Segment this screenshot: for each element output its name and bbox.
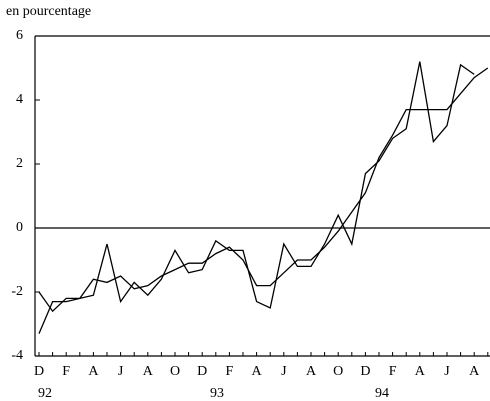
x-tick-label: A <box>252 364 263 379</box>
series-line <box>38 61 475 313</box>
x-tick-label: A <box>88 364 99 379</box>
x-tick-label: J <box>444 364 450 379</box>
y-tick-label: 4 <box>16 92 23 107</box>
x-tick-label: O <box>333 364 343 379</box>
x-tick-label: A <box>306 364 317 379</box>
x-tick-label: A <box>143 364 154 379</box>
x-tick-label: D <box>34 364 44 379</box>
year-label: 94 <box>375 386 389 401</box>
x-tick-label: D <box>197 364 207 379</box>
x-tick-label: J <box>118 364 124 379</box>
year-label: 93 <box>210 386 224 401</box>
x-tick-label: F <box>389 364 397 379</box>
y-axis-label: en pourcentage <box>6 4 91 19</box>
x-tick-label: A <box>469 364 480 379</box>
y-tick-label: 6 <box>16 28 23 43</box>
x-tick-label: O <box>170 364 180 379</box>
x-tick-label: F <box>62 364 70 379</box>
x-tick-label: F <box>226 364 234 379</box>
x-tick-label: J <box>281 364 287 379</box>
series-line <box>38 67 489 334</box>
x-tick-label: A <box>415 364 426 379</box>
y-tick-label: 2 <box>16 156 23 171</box>
y-tick-label: 0 <box>16 220 23 235</box>
y-tick-label: -2 <box>11 284 23 299</box>
x-tick-label: D <box>360 364 370 379</box>
y-tick-label: -4 <box>11 348 23 363</box>
year-label: 92 <box>38 386 52 401</box>
